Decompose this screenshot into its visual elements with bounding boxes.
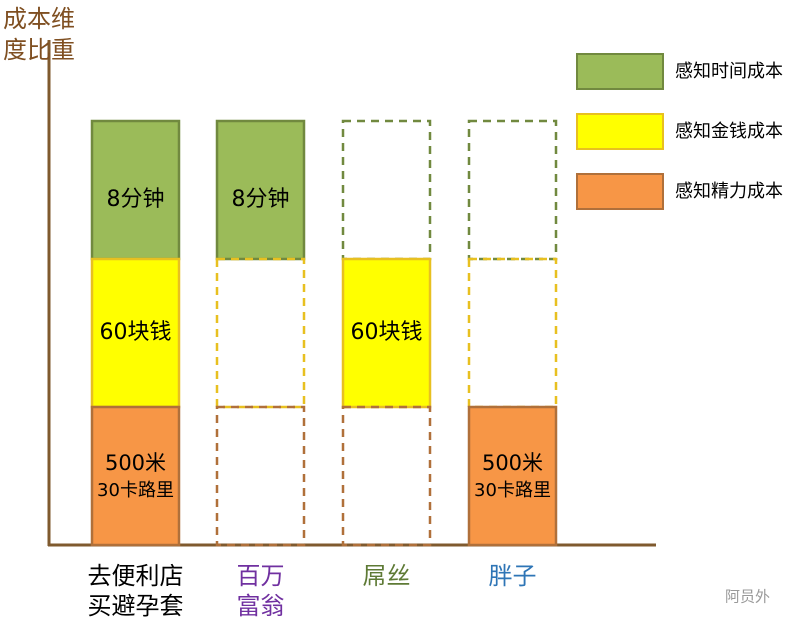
cell [90,119,181,261]
cell [90,405,181,547]
legend-swatch [576,113,664,150]
cell-empty [215,257,306,409]
cell [215,119,306,261]
column-label: 富翁 [237,592,285,620]
cell-text: 60块钱 [100,320,172,345]
cell-empty [341,119,432,261]
legend-swatch [576,173,664,210]
cell-text: 60块钱 [351,320,423,345]
cell [90,257,181,409]
y-axis-label: 成本维 [3,5,75,33]
column-label: 买避孕套 [88,592,184,620]
cell-text: 30卡路里 [474,480,551,501]
legend-label: 感知精力成本 [675,181,783,202]
cell-text: 500米 [482,451,543,475]
column-label: 百万 [237,562,285,590]
cell-text: 30卡路里 [97,480,174,501]
legend-label: 感知时间成本 [675,61,783,82]
column-label: 胖子 [489,562,537,590]
cell-empty [341,405,432,547]
watermark: 阿员外 [725,588,770,606]
legend-swatch [576,53,664,90]
cell-empty [215,405,306,547]
cell [467,405,558,547]
cell [341,257,432,409]
cell-text: 8分钟 [232,187,290,212]
cell-text: 8分钟 [107,187,165,212]
y-axis-label: 度比重 [3,36,75,64]
column-label: 去便利店 [88,562,184,590]
cell-empty [467,119,558,261]
cell-empty [467,257,558,409]
legend-label: 感知金钱成本 [675,121,783,142]
cell-text: 500米 [105,451,166,475]
column-label: 屌丝 [363,562,411,590]
